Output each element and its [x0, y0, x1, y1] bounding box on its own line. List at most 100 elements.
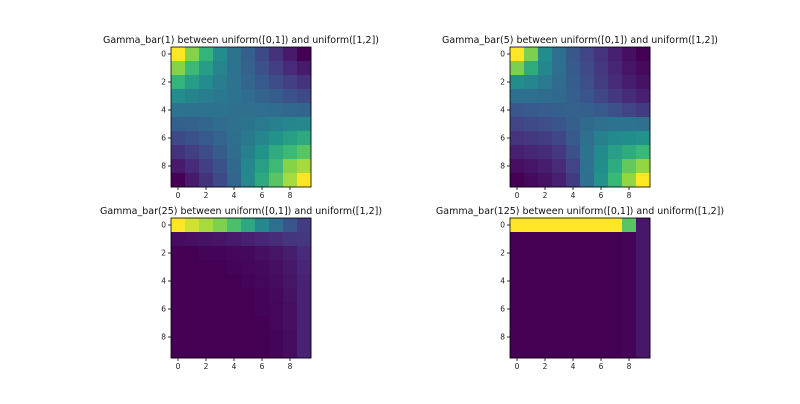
heatmap-cell [580, 302, 595, 317]
heatmap-cell [594, 75, 609, 90]
heatmap-cell [524, 47, 539, 62]
heatmap-cell [297, 145, 312, 160]
heatmap-cell [185, 103, 200, 118]
heatmap-cell [636, 61, 651, 76]
heatmap-cell [185, 232, 200, 247]
heatmap-cell [171, 330, 186, 345]
heatmap-cell [283, 344, 298, 359]
heatmap-cell [199, 117, 214, 132]
heatmap-cell [580, 145, 595, 160]
heatmap-cell [538, 274, 553, 289]
x-tick-label: 0 [176, 362, 181, 371]
y-tick-label: 6 [161, 305, 166, 314]
heatmap-cell [185, 173, 200, 188]
heatmap-cell [552, 218, 567, 233]
heatmap-cell [538, 75, 553, 90]
heatmap-cell [199, 173, 214, 188]
heatmap-cell [636, 47, 651, 62]
heatmap-cell [297, 131, 312, 146]
heatmap-cell [566, 260, 581, 275]
heatmap-cell [255, 75, 270, 90]
y-tick-label: 0 [500, 221, 505, 230]
y-axis: 0 2 4 6 8 [500, 50, 510, 171]
heatmap-cell [185, 260, 200, 275]
heatmap-cell [227, 260, 242, 275]
heatmap-cell [241, 260, 256, 275]
heatmap-cell [538, 330, 553, 345]
heatmap-cell [524, 145, 539, 160]
heatmap-cell [552, 274, 567, 289]
heatmap-cell [171, 232, 186, 247]
heatmap-cell [255, 103, 270, 118]
heatmap-cell [297, 274, 312, 289]
heatmap-cell [608, 260, 623, 275]
x-tick-label: 2 [543, 362, 548, 371]
heatmap-cell [580, 47, 595, 62]
heatmap-cell [241, 47, 256, 62]
heatmap-cell [255, 232, 270, 247]
heatmap-cell [552, 246, 567, 261]
heatmap-cell [622, 61, 637, 76]
heatmap-cell [269, 75, 284, 90]
heatmap-cell [171, 61, 186, 76]
heatmap-cell [594, 302, 609, 317]
heatmap-cell [185, 159, 200, 174]
y-axis: 0 2 4 6 8 [161, 221, 171, 342]
heatmap-cell [594, 173, 609, 188]
heatmap-cell [283, 131, 298, 146]
heatmap-cell [255, 288, 270, 303]
heatmap-cell [510, 274, 525, 289]
heatmap-cell [510, 232, 525, 247]
heatmap-cell [269, 260, 284, 275]
heatmap-cell [255, 131, 270, 146]
heatmap-cell [538, 218, 553, 233]
heatmap-cell [255, 47, 270, 62]
y-tick-label: 8 [161, 333, 166, 342]
x-tick-label: 8 [627, 191, 632, 200]
heatmap-cell [241, 131, 256, 146]
heatmap-cell [608, 47, 623, 62]
heatmap-cell [297, 89, 312, 104]
y-tick-label: 4 [500, 106, 505, 115]
heatmap-cell [241, 75, 256, 90]
y-tick-label: 8 [500, 162, 505, 171]
y-tick-label: 2 [161, 78, 166, 87]
heatmap-cell [185, 131, 200, 146]
heatmap-cell [580, 61, 595, 76]
heatmap-cell [213, 274, 228, 289]
heatmap-cell [636, 145, 651, 160]
heatmap-cell [538, 117, 553, 132]
heatmap-cell [199, 47, 214, 62]
heatmap-cell [171, 218, 186, 233]
heatmap-cell [283, 117, 298, 132]
heatmap-cell [185, 344, 200, 359]
heatmap-cell [510, 131, 525, 146]
x-tick-label: 6 [260, 191, 265, 200]
heatmap-cell [241, 117, 256, 132]
heatmap-cell [580, 316, 595, 331]
heatmap-cell [241, 232, 256, 247]
heatmap-cell [524, 75, 539, 90]
heatmap-cell [241, 218, 256, 233]
heatmap-cell [510, 75, 525, 90]
heatmap-cell [171, 246, 186, 261]
heatmap-cell [171, 302, 186, 317]
heatmap-cell [171, 89, 186, 104]
heatmap-cell [524, 131, 539, 146]
heatmap-cell [580, 131, 595, 146]
heatmap-cell [199, 232, 214, 247]
heatmap-cell [199, 159, 214, 174]
heatmap-cell [227, 75, 242, 90]
heatmap-cell [241, 316, 256, 331]
heatmap-cell [213, 47, 228, 62]
heatmap-cell [622, 232, 637, 247]
heatmap-cell [269, 330, 284, 345]
heatmap-cell [538, 159, 553, 174]
heatmap-cell [255, 117, 270, 132]
heatmap-cell [213, 75, 228, 90]
heatmap-cell [283, 47, 298, 62]
heatmap-cell [636, 302, 651, 317]
heatmap-cell [283, 246, 298, 261]
heatmap-cell [622, 47, 637, 62]
heatmap-cell [594, 344, 609, 359]
